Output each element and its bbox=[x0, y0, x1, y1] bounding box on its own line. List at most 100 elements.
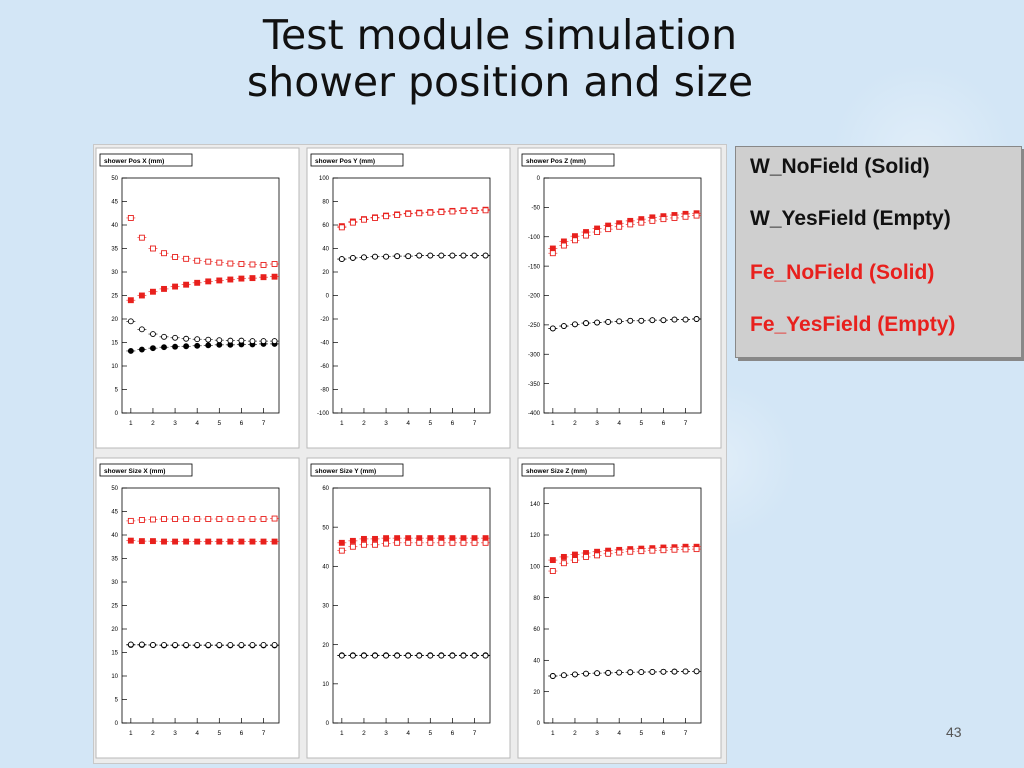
data-point bbox=[405, 253, 412, 260]
legend-item-w-yesfield: W_YesField (Empty) bbox=[750, 207, 951, 230]
data-point bbox=[349, 537, 356, 544]
panel-title-box bbox=[521, 153, 615, 167]
y-tick-label: 40 bbox=[322, 247, 329, 253]
data-point bbox=[127, 297, 134, 304]
y-tick-label: 50 bbox=[111, 176, 118, 182]
x-tick-label: 5 bbox=[217, 730, 221, 737]
x-tick-label: 7 bbox=[262, 730, 266, 737]
data-point bbox=[416, 535, 423, 542]
data-point bbox=[138, 346, 145, 353]
data-point bbox=[138, 517, 145, 523]
data-point bbox=[616, 669, 623, 676]
data-point bbox=[271, 642, 278, 648]
data-point bbox=[605, 550, 612, 557]
y-tick-label: -80 bbox=[320, 388, 329, 394]
data-point bbox=[405, 210, 412, 217]
data-point bbox=[471, 535, 478, 542]
data-point bbox=[216, 538, 223, 545]
data-point bbox=[560, 560, 567, 567]
data-point bbox=[416, 539, 423, 546]
x-tick-label: 7 bbox=[684, 420, 688, 427]
data-point bbox=[205, 258, 212, 265]
x-tick-label: 5 bbox=[428, 420, 432, 427]
y-tick-label: 5 bbox=[115, 388, 119, 394]
data-point bbox=[572, 321, 578, 328]
data-point bbox=[616, 223, 623, 230]
x-tick-label: 3 bbox=[173, 420, 177, 427]
data-point bbox=[482, 535, 489, 542]
data-point bbox=[583, 553, 589, 560]
data-point bbox=[227, 276, 234, 283]
data-point bbox=[172, 283, 179, 290]
y-tick-label: 10 bbox=[111, 674, 118, 680]
panel-title-box bbox=[99, 463, 193, 477]
data-point bbox=[150, 345, 156, 352]
plot-frame bbox=[332, 177, 491, 414]
data-point bbox=[260, 261, 267, 268]
y-tick-label: 40 bbox=[533, 659, 540, 665]
y-tick-label: 40 bbox=[111, 223, 118, 229]
data-point bbox=[394, 652, 401, 659]
data-point bbox=[572, 557, 578, 564]
data-point bbox=[227, 260, 234, 267]
page-number: 43 bbox=[946, 724, 962, 740]
data-point bbox=[338, 224, 345, 231]
x-tick-label: 6 bbox=[240, 420, 244, 427]
data-point bbox=[249, 338, 256, 345]
legend-item-w-nofield: W_NoField (Solid) bbox=[750, 155, 930, 178]
data-point bbox=[260, 642, 267, 648]
data-point bbox=[216, 277, 223, 284]
data-point bbox=[205, 538, 212, 545]
y-tick-label: 0 bbox=[115, 721, 119, 727]
x-tick-label: 2 bbox=[573, 420, 577, 427]
data-point bbox=[127, 214, 134, 221]
data-point bbox=[693, 316, 700, 322]
data-point bbox=[183, 642, 190, 648]
data-point bbox=[194, 538, 201, 545]
y-tick-label: 80 bbox=[322, 200, 329, 206]
data-point bbox=[549, 325, 556, 332]
x-tick-label: 2 bbox=[151, 420, 155, 427]
y-tick-label: 50 bbox=[322, 525, 329, 531]
data-point bbox=[338, 547, 345, 554]
data-point bbox=[161, 344, 167, 351]
data-point bbox=[216, 341, 223, 348]
data-point bbox=[249, 642, 256, 648]
x-tick-label: 3 bbox=[173, 730, 177, 737]
data-point bbox=[227, 516, 234, 522]
y-tick-label: 40 bbox=[111, 533, 118, 539]
data-point bbox=[549, 673, 556, 679]
data-point bbox=[349, 652, 356, 659]
y-tick-label: -50 bbox=[531, 206, 540, 212]
data-point bbox=[405, 539, 412, 546]
panel-title: shower Size Z (mm) bbox=[526, 468, 587, 475]
x-tick-label: 4 bbox=[617, 730, 621, 737]
data-point bbox=[438, 539, 445, 546]
data-point bbox=[260, 516, 267, 522]
panel-title-box bbox=[521, 463, 615, 477]
data-point bbox=[150, 538, 156, 545]
data-point bbox=[427, 539, 434, 546]
data-point bbox=[338, 652, 345, 659]
data-point bbox=[682, 546, 689, 553]
panel-title-box bbox=[99, 153, 193, 167]
data-point bbox=[183, 538, 190, 545]
y-tick-label: 25 bbox=[111, 604, 118, 610]
data-point bbox=[205, 342, 212, 349]
data-point bbox=[172, 254, 179, 260]
data-point bbox=[416, 210, 423, 217]
y-tick-label: 20 bbox=[322, 270, 329, 276]
data-point bbox=[549, 557, 556, 564]
data-point bbox=[427, 652, 434, 659]
panel-title: shower Size X (mm) bbox=[104, 468, 165, 475]
data-point bbox=[127, 318, 134, 325]
x-tick-label: 4 bbox=[617, 420, 621, 427]
data-point bbox=[150, 288, 156, 295]
x-tick-label: 6 bbox=[662, 420, 666, 427]
x-tick-label: 3 bbox=[595, 730, 599, 737]
data-point bbox=[660, 317, 667, 324]
data-point bbox=[638, 669, 645, 676]
chart-panel: shower Pos Y (mm) -100 -80 -60 -40 -20 0 20 40 60… bbox=[306, 147, 511, 449]
data-point bbox=[671, 668, 678, 675]
